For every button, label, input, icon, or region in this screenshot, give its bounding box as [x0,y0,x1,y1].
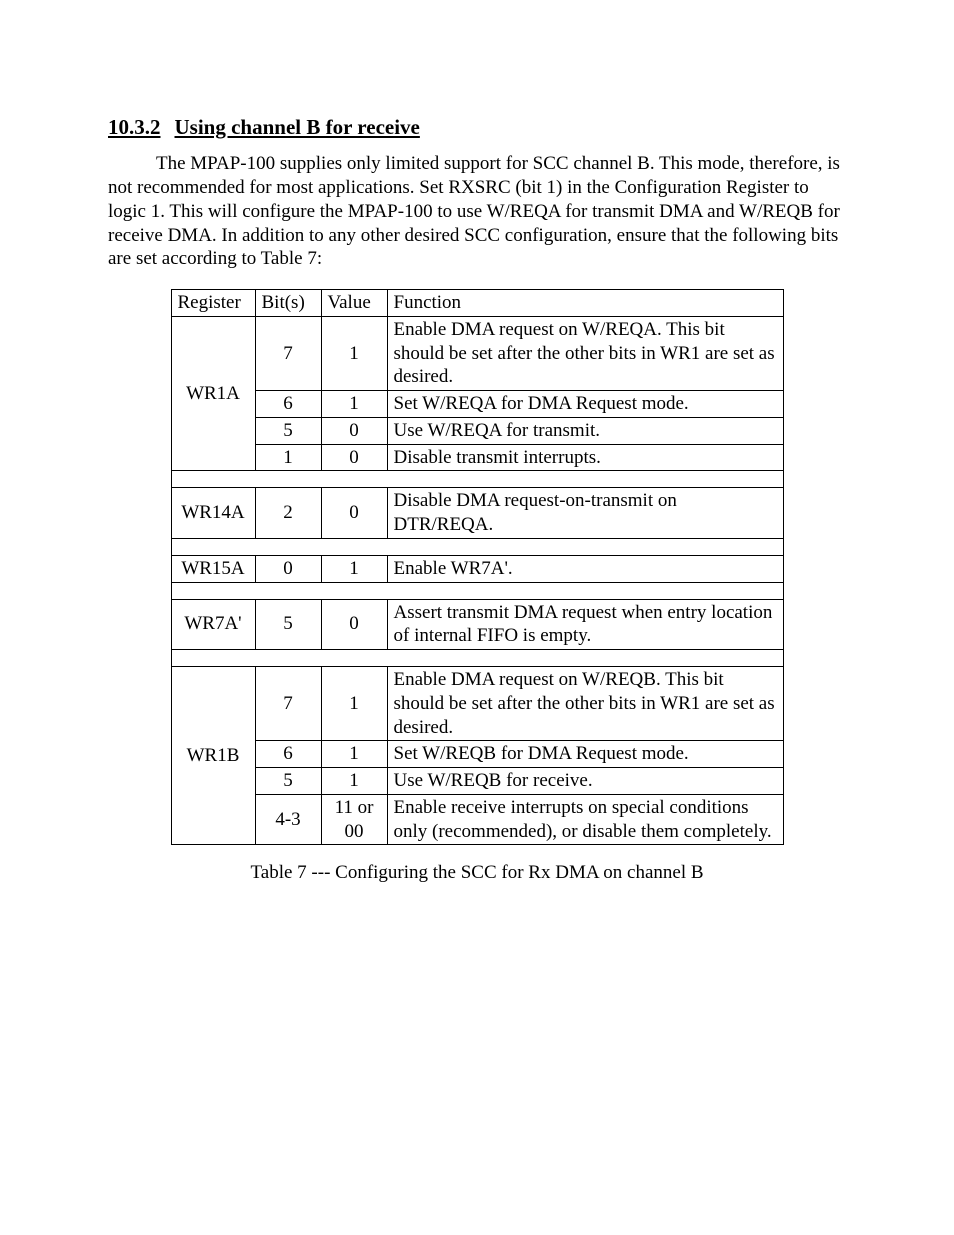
value-cell: 0 [321,417,387,444]
bits-cell: 7 [255,316,321,390]
value-cell: 1 [321,391,387,418]
value-cell: 1 [321,741,387,768]
table-header-cell: Bit(s) [255,290,321,317]
bits-cell: 6 [255,741,321,768]
register-cell: WR14A [171,488,255,539]
function-cell: Enable WR7A'. [387,555,783,582]
value-cell: 0 [321,444,387,471]
table-row: WR1A71Enable DMA request on W/REQA. This… [171,316,783,390]
value-cell: 1 [321,555,387,582]
spacer-cell [171,650,783,667]
table-header-cell: Register [171,290,255,317]
value-cell: 1 [321,768,387,795]
function-cell: Disable DMA request-on-transmit on DTR/R… [387,488,783,539]
table-row: 61Set W/REQA for DMA Request mode. [171,391,783,418]
function-cell: Disable transmit interrupts. [387,444,783,471]
table-row: 4-311 or 00Enable receive interrupts on … [171,794,783,845]
table-header-row: RegisterBit(s)ValueFunction [171,290,783,317]
table-row: WR7A'50Assert transmit DMA request when … [171,599,783,650]
register-cell: WR15A [171,555,255,582]
section-number: 10.3.2 [108,114,161,140]
register-cell: WR1B [171,667,255,845]
spacer-row [171,471,783,488]
value-cell: 0 [321,599,387,650]
table-row: 10Disable transmit interrupts. [171,444,783,471]
register-cell: WR1A [171,316,255,471]
spacer-row [171,538,783,555]
value-cell: 0 [321,488,387,539]
table-row: WR1B71Enable DMA request on W/REQB. This… [171,667,783,741]
body-paragraph: The MPAP-100 supplies only limited suppo… [108,152,846,271]
table-row: 50Use W/REQA for transmit. [171,417,783,444]
bits-cell: 0 [255,555,321,582]
spacer-cell [171,582,783,599]
value-cell: 1 [321,316,387,390]
table-row: WR15A01Enable WR7A'. [171,555,783,582]
bits-cell: 5 [255,768,321,795]
function-cell: Use W/REQA for transmit. [387,417,783,444]
function-cell: Assert transmit DMA request when entry l… [387,599,783,650]
value-cell: 1 [321,667,387,741]
value-cell: 11 or 00 [321,794,387,845]
table-row: 51Use W/REQB for receive. [171,768,783,795]
spacer-row [171,582,783,599]
table-row: 61Set W/REQB for DMA Request mode. [171,741,783,768]
bits-cell: 4-3 [255,794,321,845]
table-header-cell: Value [321,290,387,317]
function-cell: Enable DMA request on W/REQB. This bit s… [387,667,783,741]
bits-cell: 5 [255,417,321,444]
section-heading: 10.3.2 Using channel B for receive [108,114,846,140]
function-cell: Enable receive interrupts on special con… [387,794,783,845]
bits-cell: 6 [255,391,321,418]
function-cell: Enable DMA request on W/REQA. This bit s… [387,316,783,390]
table-row: WR14A20Disable DMA request-on-transmit o… [171,488,783,539]
spacer-row [171,650,783,667]
bits-cell: 7 [255,667,321,741]
spacer-cell [171,471,783,488]
table-caption: Table 7 --- Configuring the SCC for Rx D… [108,861,846,885]
register-cell: WR7A' [171,599,255,650]
bits-cell: 5 [255,599,321,650]
bits-cell: 2 [255,488,321,539]
bits-cell: 1 [255,444,321,471]
spacer-cell [171,538,783,555]
register-config-table: RegisterBit(s)ValueFunctionWR1A71Enable … [171,289,784,845]
section-title: Using channel B for receive [175,114,420,140]
table-header-cell: Function [387,290,783,317]
function-cell: Use W/REQB for receive. [387,768,783,795]
function-cell: Set W/REQB for DMA Request mode. [387,741,783,768]
function-cell: Set W/REQA for DMA Request mode. [387,391,783,418]
